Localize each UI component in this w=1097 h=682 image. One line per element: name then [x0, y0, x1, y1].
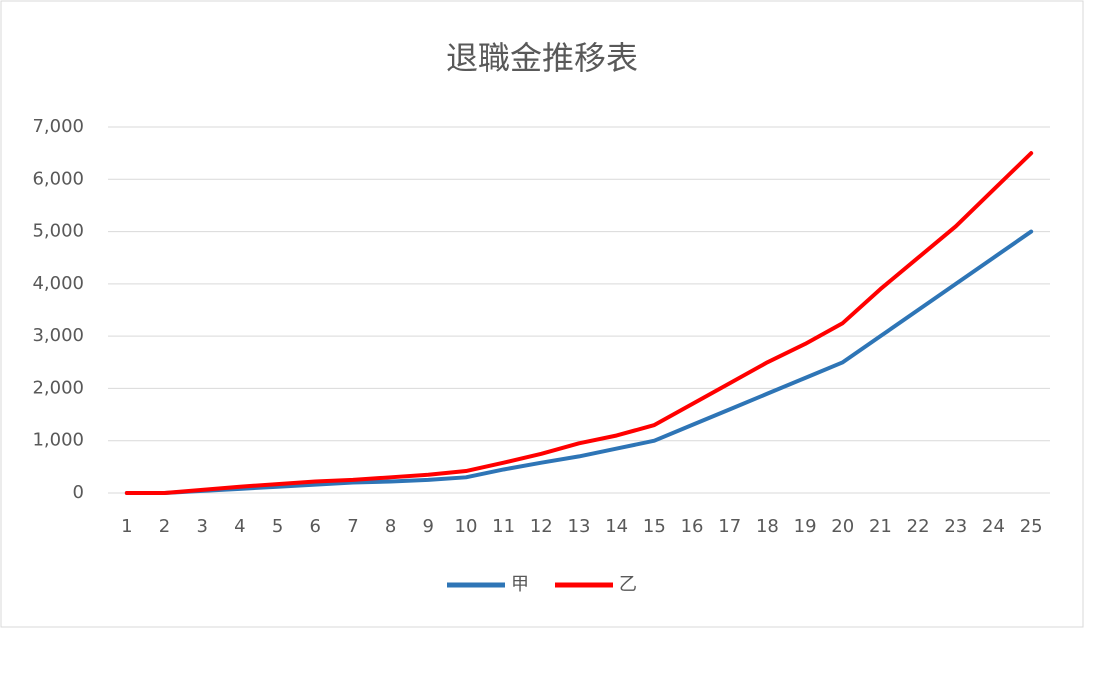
x-tick-label: 20	[831, 516, 854, 537]
x-tick-label: 21	[869, 516, 892, 537]
x-tick-label: 25	[1020, 516, 1043, 537]
x-tick-label: 2	[159, 516, 170, 537]
x-tick-label: 19	[794, 516, 817, 537]
x-tick-label: 9	[423, 516, 434, 537]
x-tick-label: 22	[907, 516, 930, 537]
y-tick-label: 2,000	[32, 377, 84, 398]
y-tick-label: 7,000	[32, 116, 84, 137]
x-tick-label: 15	[643, 516, 666, 537]
x-tick-label: 1	[121, 516, 132, 537]
y-tick-label: 3,000	[32, 325, 84, 346]
x-tick-label: 5	[272, 516, 283, 537]
y-tick-label: 0	[73, 482, 84, 503]
series-line	[124, 229, 1034, 495]
x-tick-label: 16	[681, 516, 704, 537]
series-line	[124, 151, 1034, 495]
x-tick-label: 7	[347, 516, 358, 537]
x-tick-label: 10	[455, 516, 478, 537]
x-tick-label: 11	[492, 516, 515, 537]
x-tick-label: 12	[530, 516, 553, 537]
y-tick-label: 1,000	[32, 430, 84, 451]
x-tick-label: 17	[718, 516, 741, 537]
x-tick-label: 14	[605, 516, 628, 537]
y-tick-label: 4,000	[32, 273, 84, 294]
x-tick-label: 8	[385, 516, 396, 537]
y-tick-label: 6,000	[32, 168, 84, 189]
legend-label: 乙	[619, 574, 637, 595]
x-tick-label: 6	[310, 516, 321, 537]
x-tick-label: 24	[982, 516, 1005, 537]
x-tick-label: 3	[196, 516, 207, 537]
x-tick-label: 4	[234, 516, 245, 537]
chart-title: 退職金推移表	[446, 39, 638, 77]
legend-label: 甲	[511, 574, 529, 595]
x-tick-label: 18	[756, 516, 779, 537]
y-tick-label: 5,000	[32, 221, 84, 242]
x-tick-label: 23	[944, 516, 967, 537]
chart-border	[0, 0, 1084, 628]
x-tick-label: 13	[568, 516, 591, 537]
